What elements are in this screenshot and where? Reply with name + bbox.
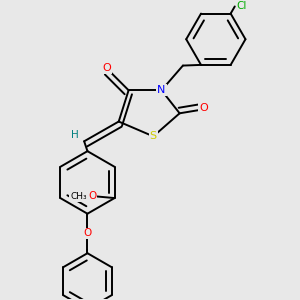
Text: O: O [103,63,112,73]
Text: O: O [199,103,208,113]
Text: O: O [88,191,96,201]
Text: H: H [71,130,79,140]
Text: S: S [150,131,157,141]
Text: CH₃: CH₃ [70,192,87,201]
Text: N: N [157,85,166,95]
Text: O: O [83,229,92,238]
Text: Cl: Cl [237,2,247,11]
